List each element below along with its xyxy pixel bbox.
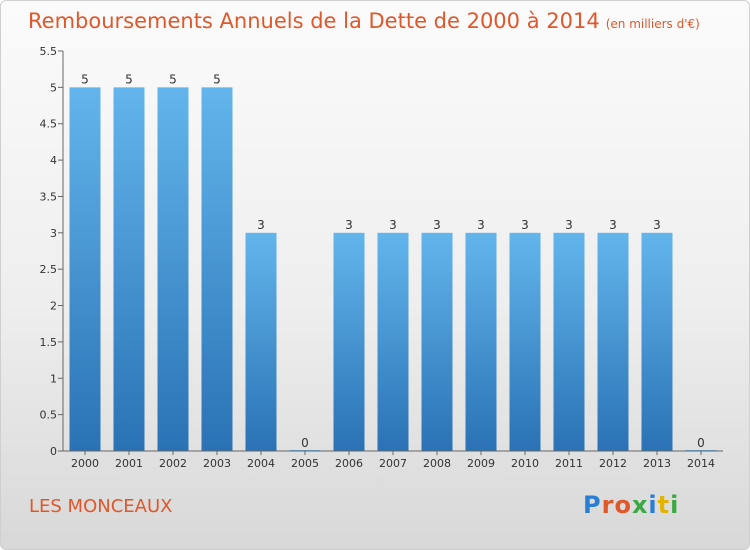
- bar: [421, 232, 453, 451]
- logo-letter: P: [583, 491, 602, 519]
- bar: [377, 232, 409, 451]
- bar: [113, 87, 145, 451]
- bar: [245, 232, 277, 451]
- bar: [509, 232, 541, 451]
- bar: [333, 232, 365, 451]
- y-tick-label: 4.5: [40, 118, 58, 131]
- y-tick-label: 2: [50, 300, 57, 313]
- place-name: LES MONCEAUX: [29, 496, 173, 517]
- logo-letter: i: [670, 491, 680, 519]
- bar: [597, 232, 629, 451]
- y-tick-label: 5: [50, 81, 57, 94]
- data-label: 3: [257, 218, 265, 232]
- title-text: Remboursements Annuels de la Dette de 20…: [28, 9, 600, 33]
- data-label: 3: [565, 218, 573, 232]
- y-tick-label: 5.5: [40, 45, 58, 58]
- bars: 5 5 5 5 3 0 3 3 3 3 3 3 3 3 0: [69, 72, 717, 451]
- x-tick-label: 2001: [115, 457, 143, 470]
- y-tick-label: 3: [50, 227, 57, 240]
- unit-note: (en milliers d'€): [605, 17, 700, 31]
- logo-letter: i: [648, 491, 658, 519]
- y-tick-label: 1: [50, 372, 57, 385]
- data-label: 3: [477, 218, 485, 232]
- data-label: 3: [433, 218, 441, 232]
- logo-letter: x: [631, 491, 649, 519]
- y-tick-label: 1.5: [40, 336, 58, 349]
- x-tick-label: 2005: [291, 457, 319, 470]
- x-tick-label: 2004: [247, 457, 275, 470]
- data-label: 3: [389, 218, 397, 232]
- x-tick-label: 2007: [379, 457, 407, 470]
- bar: [201, 87, 233, 451]
- y-tick-label: 4: [50, 154, 57, 167]
- logo-letter: o: [614, 491, 632, 519]
- x-tick-label: 2012: [599, 457, 627, 470]
- y-axis: 0 0.5 1 1.5 2 2.5 3 3.5 4 4.5 5 5.5: [40, 45, 64, 458]
- data-label: 3: [521, 218, 529, 232]
- proxiti-logo: Proxiti: [583, 491, 679, 519]
- x-tick-label: 2014: [687, 457, 715, 470]
- x-tick-label: 2009: [467, 457, 495, 470]
- chart-title: Remboursements Annuels de la Dette de 20…: [28, 9, 700, 33]
- x-tick-label: 2003: [203, 457, 231, 470]
- x-tick-label: 2006: [335, 457, 363, 470]
- bar: [465, 232, 497, 451]
- bar: [69, 87, 101, 451]
- data-label: 5: [169, 72, 177, 86]
- y-tick-label: 0: [50, 445, 57, 458]
- data-label: 5: [125, 72, 133, 86]
- data-label: 5: [213, 72, 221, 86]
- x-tick-label: 2000: [71, 457, 99, 470]
- y-tick-label: 0.5: [40, 409, 58, 422]
- data-label: 5: [81, 72, 89, 86]
- data-label: 0: [301, 436, 309, 450]
- bar: [553, 232, 585, 451]
- bar: [157, 87, 189, 451]
- logo-letter: r: [601, 491, 615, 519]
- data-label: 3: [609, 218, 617, 232]
- y-tick-label: 2.5: [40, 263, 58, 276]
- data-label: 3: [653, 218, 661, 232]
- data-label: 3: [345, 218, 353, 232]
- x-tick-label: 2013: [643, 457, 671, 470]
- x-tick-label: 2002: [159, 457, 187, 470]
- y-tick-label: 3.5: [40, 190, 58, 203]
- x-tick-label: 2010: [511, 457, 539, 470]
- x-axis: 2000 2001 2002 2003 2004 2005 2006 2007 2008 2009…: [63, 450, 723, 470]
- x-tick-label: 2008: [423, 457, 451, 470]
- x-tick-label: 2011: [555, 457, 583, 470]
- data-label: 0: [697, 436, 705, 450]
- logo-letter: t: [657, 491, 671, 519]
- bar: [641, 232, 673, 451]
